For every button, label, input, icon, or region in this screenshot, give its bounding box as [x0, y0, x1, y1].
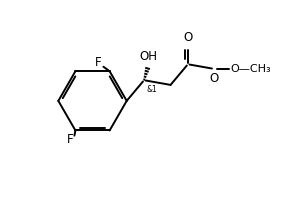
Text: F: F	[95, 56, 102, 69]
Text: OH: OH	[139, 50, 157, 63]
Text: O: O	[183, 30, 193, 43]
Text: O: O	[210, 72, 219, 85]
Text: F: F	[67, 133, 74, 146]
Text: &1: &1	[147, 85, 157, 94]
Text: O—CH₃: O—CH₃	[230, 64, 271, 74]
